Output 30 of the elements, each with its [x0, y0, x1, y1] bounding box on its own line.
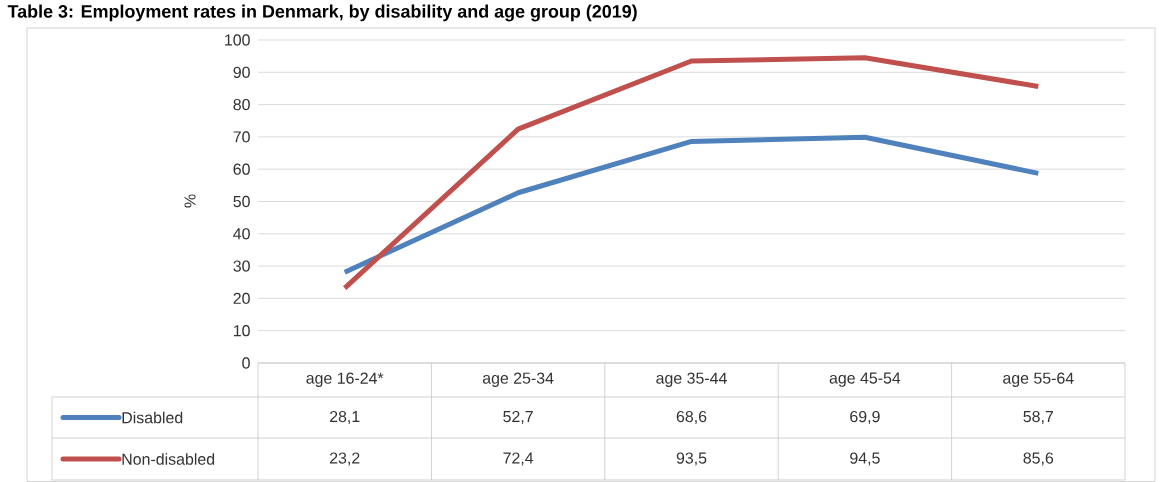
chart-title: Table 3: Employment rates in Denmark, by disability and age group (2019): [7, 4, 637, 22]
y-tick-label: 20: [233, 292, 250, 305]
y-tick-label: 60: [233, 163, 250, 175]
x-tick-label: age 45-54: [829, 372, 901, 387]
data-label: 52,7: [503, 410, 533, 425]
y-tick-label: 10: [233, 325, 250, 337]
y-tick-label: 40: [233, 228, 250, 240]
data-label: 58,7: [1023, 410, 1054, 425]
data-label: 72,4: [503, 452, 534, 466]
data-label: 94,5: [850, 452, 880, 466]
x-tick-label: age 35-44: [656, 372, 727, 387]
data-label: 85,6: [1023, 452, 1054, 466]
data-label: 28,1: [329, 410, 360, 425]
x-tick-label: age 16-24*: [306, 372, 384, 387]
x-tick-label: age 55-64: [1003, 372, 1074, 387]
y-tick-label: 100: [225, 34, 250, 46]
y-tick-label: 0: [242, 357, 250, 369]
x-tick-label: age 25-34: [482, 372, 554, 387]
y-tick-label: 50: [233, 195, 250, 208]
data-label: 69,9: [850, 410, 880, 425]
data-label: 93,5: [676, 452, 707, 466]
data-label: 68,6: [676, 410, 707, 425]
y-tick-label: 80: [233, 98, 250, 111]
y-tick-label: 70: [233, 131, 250, 143]
legend-label: Non-disabled: [122, 453, 215, 465]
y-tick-label: 30: [233, 260, 250, 272]
y-tick-label: 90: [233, 66, 250, 78]
legend-label: Disabled: [122, 411, 183, 424]
data-label: 23,2: [329, 452, 360, 466]
y-axis-title: %: [184, 194, 196, 208]
